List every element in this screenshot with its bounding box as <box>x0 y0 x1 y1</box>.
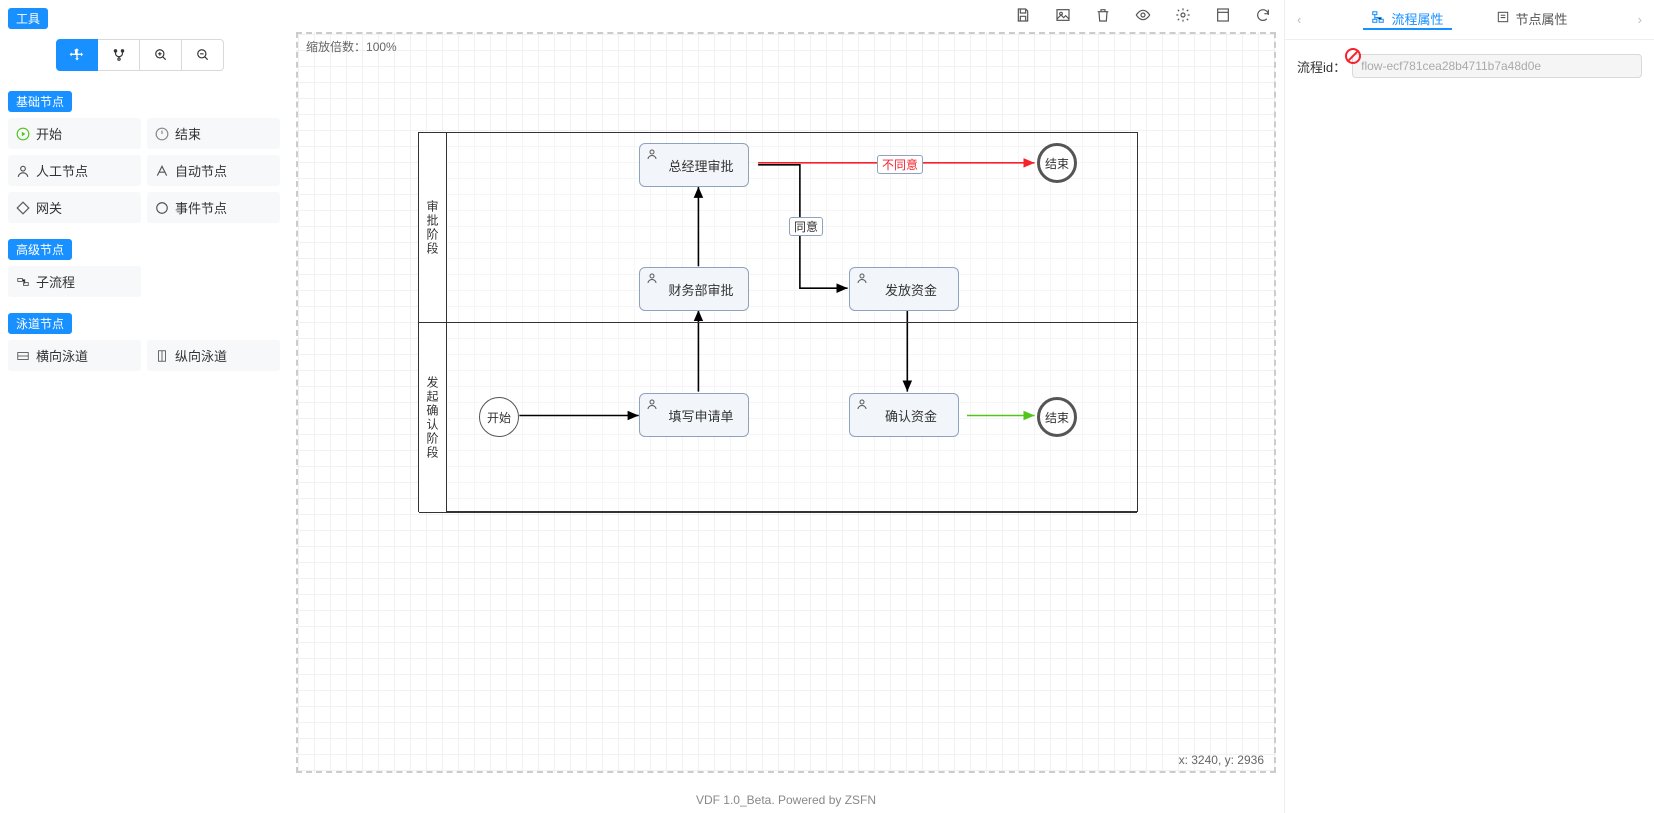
user-icon <box>856 272 868 284</box>
palette-item-label: 横向泳道 <box>36 346 88 365</box>
flow-node-form[interactable]: 填写申请单 <box>639 393 749 437</box>
swimlane[interactable]: 审批阶段 <box>419 133 1137 323</box>
user-icon <box>856 398 868 410</box>
readonly-icon <box>1345 48 1361 64</box>
properties-tabs: ‹ 流程属性 节点属性 › <box>1285 0 1654 40</box>
flow-node-gm[interactable]: 总经理审批 <box>639 143 749 187</box>
tab-label: 流程属性 <box>1391 9 1443 28</box>
swimlane[interactable]: 发起确认阶段 <box>419 323 1137 513</box>
flow-node-confirm[interactable]: 确认资金 <box>849 393 959 437</box>
palette-item[interactable]: 子流程 <box>8 266 141 297</box>
zoom-in-button[interactable] <box>140 39 182 71</box>
tool-button-row <box>56 39 280 71</box>
palette-item[interactable]: 人工节点 <box>8 155 141 186</box>
user-icon <box>16 164 30 178</box>
footer-text: VDF 1.0_Beta. Powered by ZSFN <box>288 793 1284 807</box>
flow-node-issue[interactable]: 发放资金 <box>849 267 959 311</box>
eye-icon[interactable] <box>1134 6 1152 24</box>
flow-id-label: 流程id： <box>1297 57 1346 76</box>
hlane-icon <box>16 349 30 363</box>
tab-label: 节点属性 <box>1516 9 1568 28</box>
subflow-icon <box>16 275 30 289</box>
palette-item[interactable]: 事件节点 <box>147 192 280 223</box>
zoom-label: 缩放倍数：100% <box>306 38 397 55</box>
user-icon <box>646 272 658 284</box>
properties-panel: ‹ 流程属性 节点属性 › 流程id： <box>1284 0 1654 813</box>
flow-node-end1[interactable]: 结束 <box>1037 143 1077 183</box>
save-icon[interactable] <box>1014 6 1032 24</box>
flow-id-input <box>1352 54 1642 78</box>
palette-item[interactable]: 自动节点 <box>147 155 280 186</box>
palette-item-label: 纵向泳道 <box>175 346 227 365</box>
palette-item-label: 结束 <box>175 124 201 143</box>
move-tool-button[interactable] <box>56 39 98 71</box>
refresh-icon[interactable] <box>1254 6 1272 24</box>
play-icon <box>16 127 30 141</box>
diagram-canvas[interactable]: 缩放倍数：100% 审批阶段发起确认阶段 开始 填写申请单 财务部审批 总经理审批发放资… <box>296 32 1276 773</box>
vlane-icon <box>155 349 169 363</box>
palette-panel: 工具 基础节点开始 结束人工节点 自动节点网关 事件节点高级节点子流程泳道节点横向泳道… <box>0 0 288 813</box>
flow-node-finance[interactable]: 财务部审批 <box>639 267 749 311</box>
edge-label: 同意 <box>789 217 823 236</box>
canvas-area: 缩放倍数：100% 审批阶段发起确认阶段 开始 填写申请单 财务部审批 总经理审批发放资… <box>288 0 1284 813</box>
user-icon <box>646 148 658 160</box>
palette-item-label: 自动节点 <box>175 161 227 180</box>
palette-item-label: 人工节点 <box>36 161 88 180</box>
zoom-out-button[interactable] <box>182 39 224 71</box>
tabs-prev-arrow[interactable]: ‹ <box>1293 12 1305 27</box>
user-icon <box>646 398 658 410</box>
palette-item[interactable]: 结束 <box>147 118 280 149</box>
cursor-coordinates: x: 3240, y: 2936 <box>1179 753 1264 767</box>
lane-title: 审批阶段 <box>419 133 447 322</box>
palette-item-label: 事件节点 <box>175 198 227 217</box>
edge-label: 不同意 <box>877 155 923 174</box>
node-icon <box>1496 10 1510 27</box>
lane-title: 发起确认阶段 <box>419 323 447 512</box>
flow-node-end2[interactable]: 结束 <box>1037 397 1077 437</box>
node-label: 填写申请单 <box>668 406 733 425</box>
palette-item-label: 子流程 <box>36 272 75 291</box>
palette-item[interactable]: 网关 <box>8 192 141 223</box>
section-title: 泳道节点 <box>8 313 72 334</box>
delete-icon[interactable] <box>1094 6 1112 24</box>
power-icon <box>155 127 169 141</box>
palette-item[interactable]: 横向泳道 <box>8 340 141 371</box>
palette-item[interactable]: 开始 <box>8 118 141 149</box>
section-title: 高级节点 <box>8 239 72 260</box>
auto-icon <box>155 164 169 178</box>
flow-icon <box>1371 10 1385 27</box>
tabs-next-arrow[interactable]: › <box>1634 12 1646 27</box>
palette-title: 工具 <box>8 8 48 29</box>
gateway-icon <box>16 201 30 215</box>
node-label: 确认资金 <box>885 406 937 425</box>
node-label: 发放资金 <box>885 280 937 299</box>
settings-icon[interactable] <box>1174 6 1192 24</box>
branch-tool-button[interactable] <box>98 39 140 71</box>
palette-item-label: 网关 <box>36 198 62 217</box>
section-title: 基础节点 <box>8 91 72 112</box>
palette-item-label: 开始 <box>36 124 62 143</box>
node-label: 总经理审批 <box>668 156 733 175</box>
palette-item[interactable]: 纵向泳道 <box>147 340 280 371</box>
flow-node-start[interactable]: 开始 <box>479 397 519 437</box>
props-tab[interactable]: 流程属性 <box>1363 9 1451 30</box>
image-icon[interactable] <box>1054 6 1072 24</box>
swimlane-pool[interactable]: 审批阶段发起确认阶段开始填写申请单财务部审批总经理审批发放资金确认资金结束结束不… <box>418 132 1138 512</box>
panel-icon[interactable] <box>1214 6 1232 24</box>
props-tab[interactable]: 节点属性 <box>1488 9 1576 28</box>
node-label: 财务部审批 <box>668 280 733 299</box>
canvas-toolbar <box>1014 6 1272 24</box>
circle-icon <box>155 201 169 215</box>
flow-id-row: 流程id： <box>1297 54 1642 78</box>
